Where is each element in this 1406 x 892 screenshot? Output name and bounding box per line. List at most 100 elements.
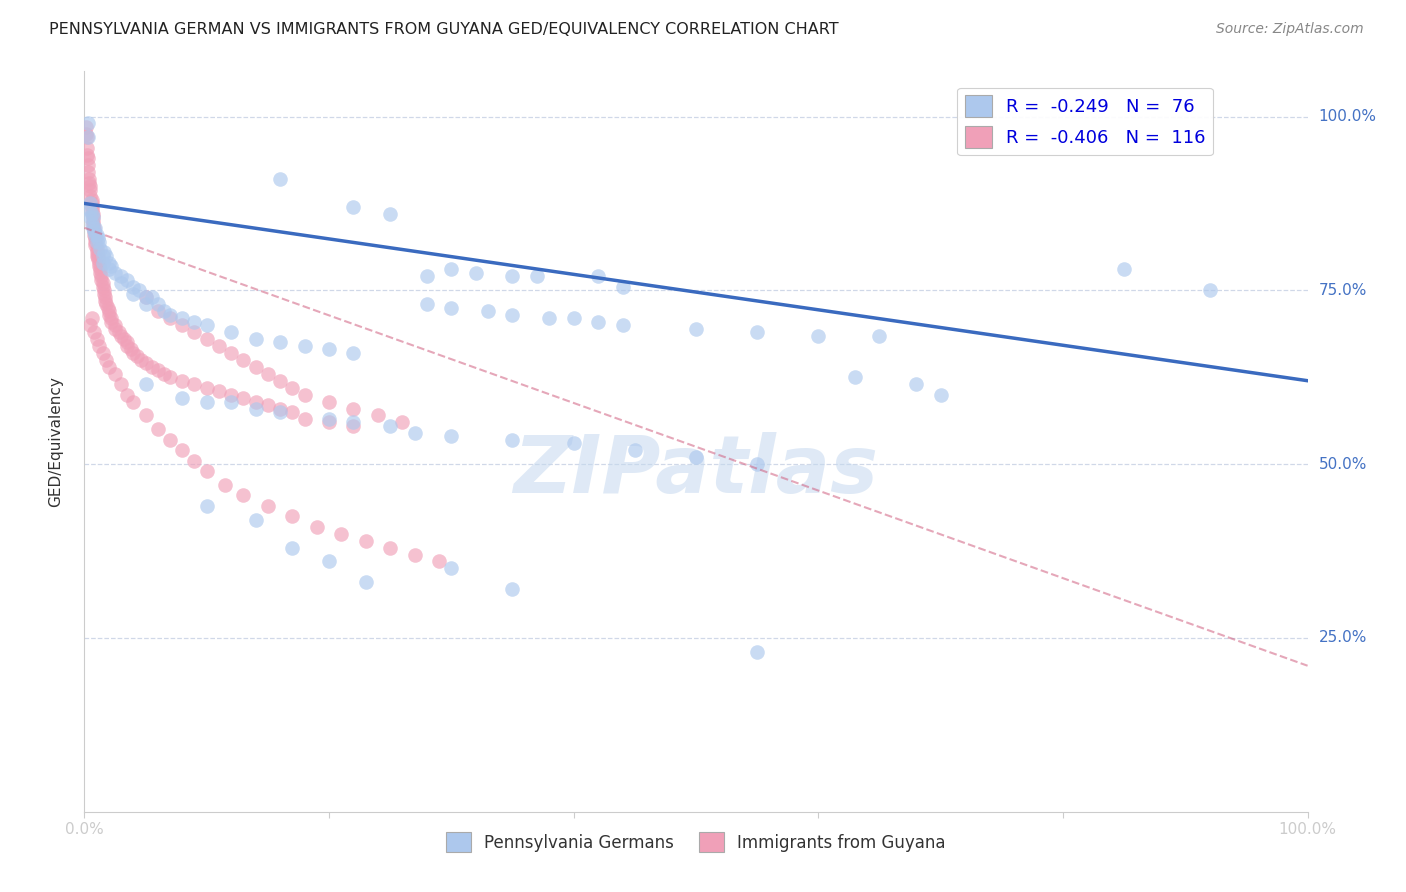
Point: [86, 245, 108, 260]
Point: [76, 130, 98, 145]
Point: [281, 405, 304, 419]
Text: Source: ZipAtlas.com: Source: ZipAtlas.com: [1216, 22, 1364, 37]
Point: [612, 318, 634, 332]
Point: [219, 394, 242, 409]
Point: [281, 541, 304, 555]
Point: [232, 488, 254, 502]
Point: [79, 189, 101, 203]
Point: [502, 308, 524, 322]
Point: [464, 266, 486, 280]
Point: [685, 321, 707, 335]
Point: [77, 151, 100, 165]
Point: [97, 301, 120, 315]
Point: [294, 387, 316, 401]
Point: [87, 235, 110, 249]
Point: [89, 266, 111, 280]
Point: [122, 280, 145, 294]
Point: [97, 304, 120, 318]
Point: [195, 464, 218, 478]
Point: [245, 513, 267, 527]
Point: [159, 370, 181, 384]
Point: [80, 217, 103, 231]
Point: [208, 339, 231, 353]
Point: [232, 352, 254, 367]
Point: [86, 249, 108, 263]
Point: [195, 332, 218, 346]
Point: [257, 367, 280, 381]
Point: [77, 172, 100, 186]
Point: [77, 165, 100, 179]
Point: [135, 356, 157, 370]
Point: [269, 374, 291, 388]
Point: [90, 269, 112, 284]
Point: [80, 207, 103, 221]
Point: [84, 235, 107, 249]
Point: [502, 433, 524, 447]
Point: [318, 394, 340, 409]
Point: [172, 443, 194, 458]
Point: [562, 436, 585, 450]
Point: [183, 377, 205, 392]
Point: [87, 255, 110, 269]
Point: [75, 127, 97, 141]
Point: [257, 398, 280, 412]
Point: [96, 297, 118, 311]
Point: [219, 387, 242, 401]
Point: [929, 387, 952, 401]
Point: [77, 116, 100, 130]
Point: [153, 304, 176, 318]
Point: [440, 262, 463, 277]
Point: [269, 335, 291, 350]
Point: [269, 172, 291, 186]
Point: [367, 409, 389, 423]
Point: [305, 519, 328, 533]
Point: [477, 304, 499, 318]
Point: [219, 346, 242, 360]
Point: [79, 182, 101, 196]
Point: [1114, 262, 1136, 277]
Point: [562, 311, 585, 326]
Point: [79, 179, 101, 194]
Point: [86, 242, 108, 256]
Point: [97, 308, 120, 322]
Point: [440, 429, 463, 443]
Point: [83, 325, 105, 339]
Point: [183, 315, 205, 329]
Point: [159, 308, 181, 322]
Point: [342, 200, 364, 214]
Point: [183, 325, 205, 339]
Point: [79, 196, 101, 211]
Point: [83, 224, 105, 238]
Point: [416, 297, 439, 311]
Point: [391, 416, 413, 430]
Point: [135, 290, 157, 304]
Point: [526, 269, 548, 284]
Point: [91, 249, 114, 263]
Point: [440, 301, 463, 315]
Point: [354, 533, 377, 548]
Text: PENNSYLVANIA GERMAN VS IMMIGRANTS FROM GUYANA GED/EQUIVALENCY CORRELATION CHART: PENNSYLVANIA GERMAN VS IMMIGRANTS FROM G…: [49, 22, 839, 37]
Point: [538, 311, 561, 326]
Point: [91, 280, 114, 294]
Point: [79, 211, 101, 225]
Point: [141, 359, 163, 374]
Point: [93, 286, 115, 301]
Text: 25.0%: 25.0%: [1319, 631, 1367, 646]
Point: [122, 286, 145, 301]
Point: [87, 339, 110, 353]
Point: [257, 499, 280, 513]
Point: [318, 412, 340, 426]
Point: [83, 227, 105, 242]
Point: [685, 450, 707, 465]
Point: [281, 509, 304, 524]
Point: [115, 273, 138, 287]
Point: [75, 120, 97, 134]
Point: [84, 220, 107, 235]
Point: [294, 339, 316, 353]
Point: [122, 394, 145, 409]
Point: [195, 499, 218, 513]
Point: [86, 235, 108, 249]
Text: 50.0%: 50.0%: [1319, 457, 1367, 472]
Point: [330, 526, 353, 541]
Point: [84, 227, 107, 242]
